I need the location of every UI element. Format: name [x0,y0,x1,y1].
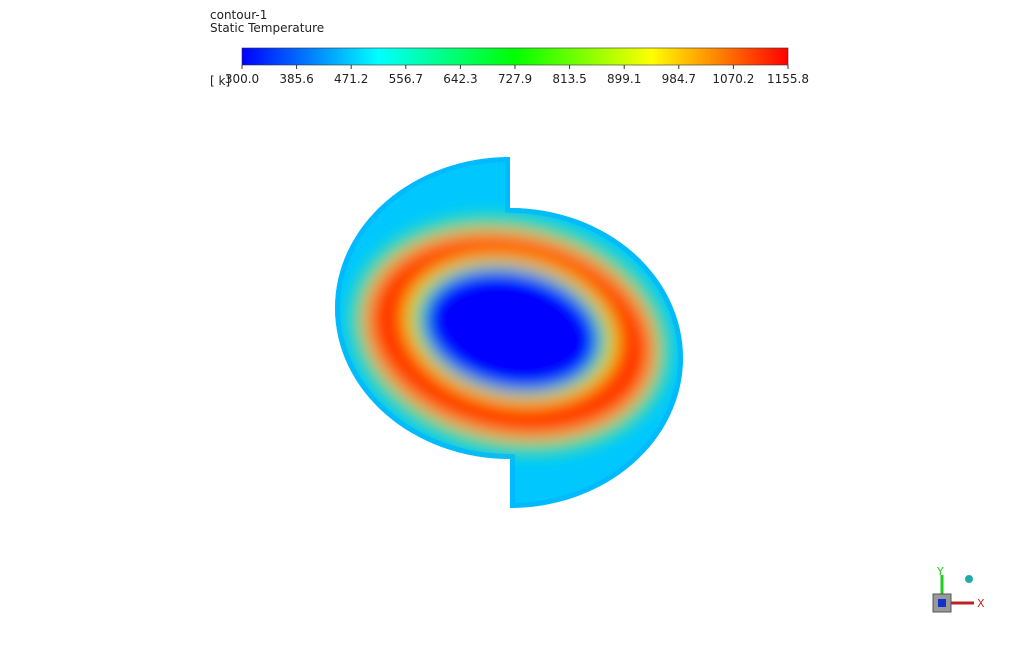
colorbar-label: 1155.8 [767,72,809,86]
colorbar-label: 727.9 [498,72,532,86]
legend-unit: [ k] [210,74,230,88]
colorbar-ticks: 300.0 385.6 471.2 556.7 642.3 727.9 813.5 899.1… [225,65,809,86]
axis-triad: Y X [932,565,985,613]
axis-y-label: Y [936,565,944,578]
colorbar-label: 385.6 [279,72,313,86]
axis-x-label: X [977,597,985,610]
colorbar-label: 556.7 [389,72,423,86]
contour-plot [335,157,683,508]
legend-title: contour-1 [210,8,267,22]
colorbar-label: 984.7 [662,72,696,86]
colorbar-label: 813.5 [552,72,586,86]
colorbar-label: 1070.2 [712,72,754,86]
colorbar-label: 300.0 [225,72,259,86]
colorbar [241,47,789,66]
colorbar-label: 471.2 [334,72,368,86]
colorbar-label: 899.1 [607,72,641,86]
legend-variable: Static Temperature [210,21,324,35]
colorbar-label: 642.3 [443,72,477,86]
